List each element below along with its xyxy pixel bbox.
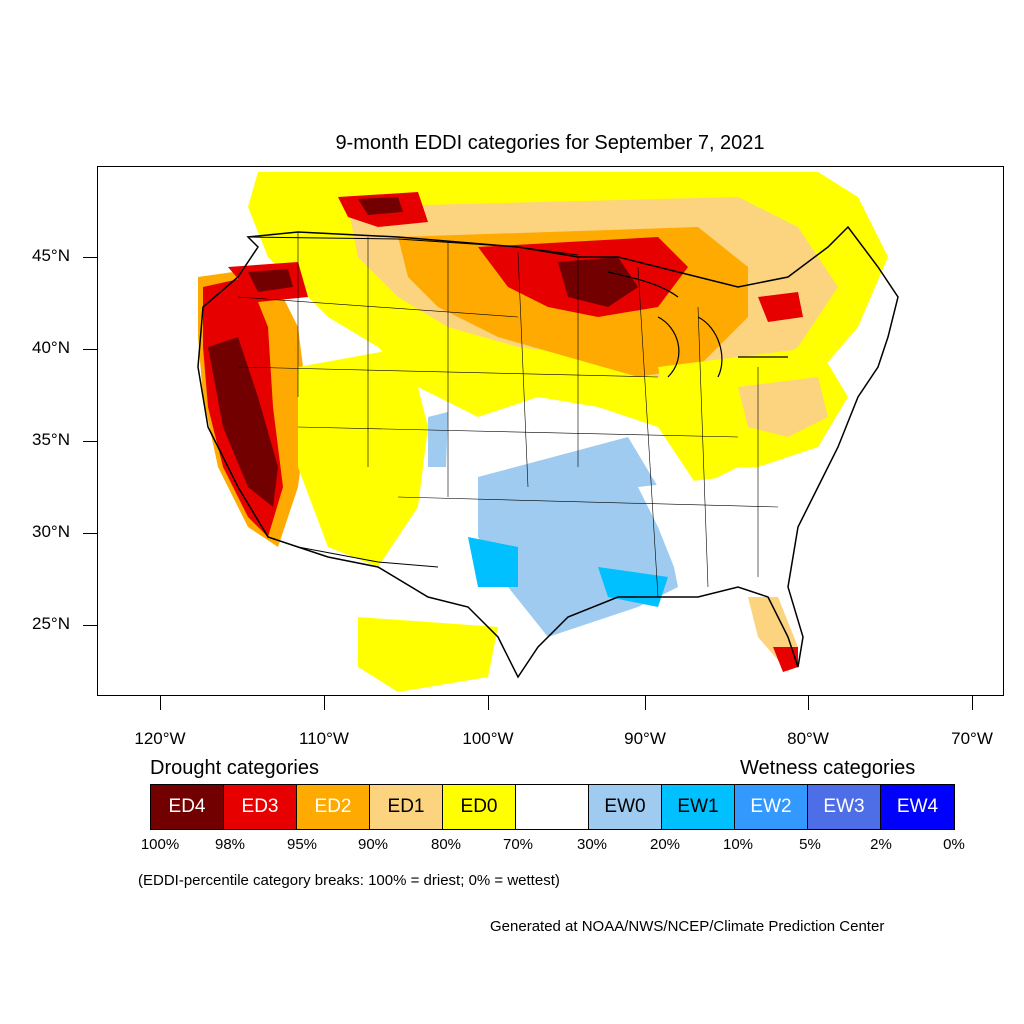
boundaries <box>197 225 899 679</box>
legend-box-ed2: ED2 <box>297 785 370 829</box>
lon-tick <box>160 696 161 710</box>
canada-border <box>247 236 579 256</box>
lat-tick <box>83 533 97 534</box>
legend-box-ew1: EW1 <box>662 785 735 829</box>
lon-label-110: 110°W <box>299 729 349 748</box>
map-title: 9-month EDDI categories for September 7,… <box>335 132 765 154</box>
pct-break-70: 70% <box>502 836 534 853</box>
legend-box-normal <box>516 785 589 829</box>
pct-break-20: 20% <box>649 836 681 853</box>
lat-tick <box>83 257 97 258</box>
category-legend: ED4 ED3 ED2 ED1 ED0 EW0 EW1 EW2 EW3 EW4 <box>150 784 955 830</box>
pct-break-2: 2% <box>870 836 892 853</box>
wetness-legend-heading: Wetness categories <box>740 757 916 779</box>
legend-box-ew3: EW3 <box>808 785 881 829</box>
ed1-ohio-valley <box>738 377 828 437</box>
ed0-southwest <box>298 347 428 567</box>
lon-label-120: 120°W <box>134 729 186 748</box>
ed3-florida <box>773 647 798 672</box>
normal-southeast <box>638 467 818 587</box>
mexico-border <box>297 546 439 568</box>
lon-tick <box>645 696 646 710</box>
ew0-colorado <box>428 412 448 467</box>
state-lines <box>237 232 779 598</box>
ed3-ontario <box>758 292 803 322</box>
eddi-map-canvas <box>197 172 899 692</box>
lat-label-35: 35°N <box>32 430 70 449</box>
ew1-texas <box>468 537 518 587</box>
pct-break-98: 98% <box>214 836 246 853</box>
us-outline <box>197 225 899 679</box>
lat-label-40: 40°N <box>32 338 70 357</box>
legend-box-ed0: ED0 <box>443 785 516 829</box>
drought-legend-heading: Drought categories <box>150 757 319 779</box>
ed0-mexico <box>358 617 498 692</box>
lon-label-100: 100°W <box>462 729 514 748</box>
lat-label-30: 30°N <box>32 522 70 541</box>
category-shading <box>198 172 888 692</box>
pct-break-100: 100% <box>140 836 180 853</box>
eddi-map <box>97 166 1004 696</box>
lat-tick <box>83 349 97 350</box>
legend-box-ew0: EW0 <box>589 785 662 829</box>
lon-label-70: 70°W <box>951 729 993 748</box>
lon-label-90: 90°W <box>624 729 666 748</box>
ed4-northwest <box>358 197 403 215</box>
pct-break-80: 80% <box>430 836 462 853</box>
ed4-west-coast <box>208 337 278 507</box>
legend-box-ed3: ED3 <box>224 785 297 829</box>
lon-tick <box>488 696 489 710</box>
lat-label-25: 25°N <box>32 614 70 633</box>
lat-label-45: 45°N <box>32 246 70 265</box>
lat-tick <box>83 625 97 626</box>
lon-tick <box>972 696 973 710</box>
legend-box-ew2: EW2 <box>735 785 808 829</box>
pct-break-10: 10% <box>722 836 754 853</box>
lon-tick <box>324 696 325 710</box>
pct-break-0: 0% <box>943 836 965 853</box>
pct-break-30: 30% <box>576 836 608 853</box>
great-lakes <box>607 271 788 378</box>
ed4-oregon <box>248 269 293 292</box>
legend-box-ew4: EW4 <box>881 785 954 829</box>
legend-box-ed1: ED1 <box>370 785 443 829</box>
credit-line: Generated at NOAA/NWS/NCEP/Climate Predi… <box>490 918 885 935</box>
lon-label-80: 80°W <box>787 729 829 748</box>
lon-tick <box>808 696 809 710</box>
lat-tick <box>83 441 97 442</box>
pct-break-5: 5% <box>799 836 821 853</box>
legend-box-ed4: ED4 <box>151 785 224 829</box>
pct-break-90: 90% <box>357 836 389 853</box>
pct-break-95: 95% <box>286 836 318 853</box>
category-note: (EDDI-percentile category breaks: 100% =… <box>138 872 560 889</box>
